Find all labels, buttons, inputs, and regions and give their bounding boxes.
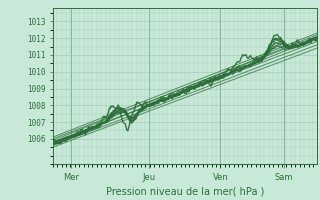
X-axis label: Pression niveau de la mer( hPa ): Pression niveau de la mer( hPa ) <box>106 186 264 196</box>
